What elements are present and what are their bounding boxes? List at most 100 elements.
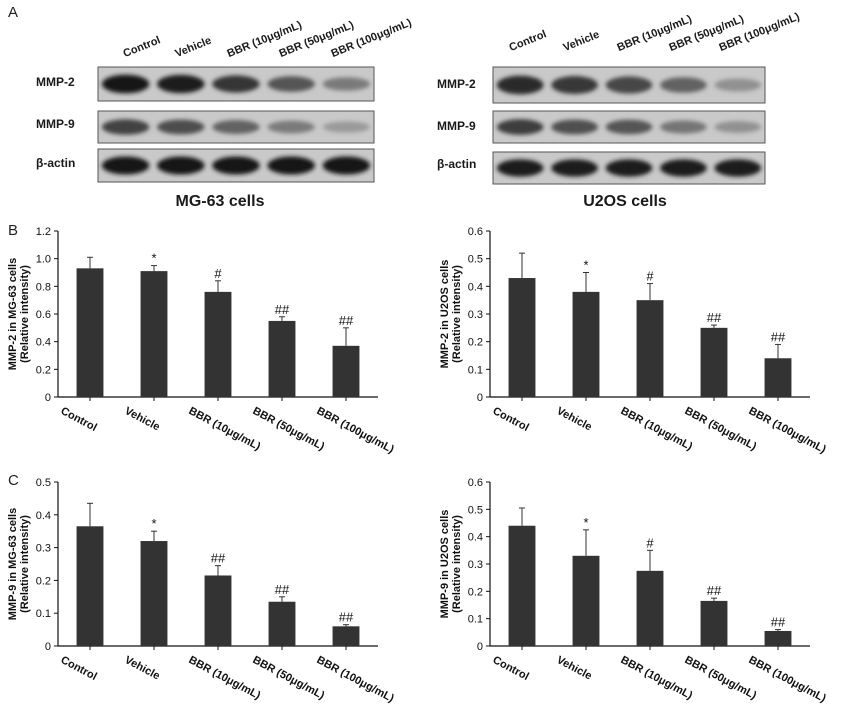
blot-band bbox=[714, 159, 762, 177]
significance-mark: ## bbox=[707, 310, 722, 325]
y-tick-label: 0.2 bbox=[468, 337, 483, 349]
blot-band bbox=[212, 120, 260, 134]
blot-row-label: MMP-2 bbox=[36, 75, 75, 89]
blot-band bbox=[714, 78, 762, 92]
y-tick-label: 0.4 bbox=[468, 532, 483, 544]
blot-row-label: MMP-9 bbox=[437, 119, 476, 133]
y-tick-label: 0.3 bbox=[468, 559, 483, 571]
bar bbox=[508, 278, 536, 397]
y-axis-label: MMP-9 in U2OS cells bbox=[439, 510, 451, 619]
y-tick-label: 0 bbox=[45, 392, 51, 404]
bar bbox=[332, 345, 360, 397]
x-tick-label: BBR (50μg/mL) bbox=[683, 654, 759, 702]
significance-mark: * bbox=[151, 251, 156, 266]
y-tick-label: 0.2 bbox=[36, 575, 51, 587]
blot-band bbox=[496, 119, 544, 135]
bar bbox=[764, 358, 792, 397]
y-axis-label: (Relative intensity) bbox=[19, 265, 31, 363]
y-tick-label: 0.1 bbox=[468, 614, 483, 626]
y-tick-label: 0.5 bbox=[468, 504, 483, 516]
y-tick-label: 0 bbox=[477, 392, 483, 404]
y-axis-label: (Relative intensity) bbox=[19, 515, 31, 613]
blot-band bbox=[101, 74, 150, 94]
y-tick-label: 1.0 bbox=[36, 254, 51, 266]
bar bbox=[140, 271, 168, 397]
significance-mark: ## bbox=[707, 583, 722, 598]
panel-letter-b: B bbox=[8, 222, 19, 239]
bar bbox=[508, 525, 536, 646]
bar bbox=[268, 601, 296, 646]
significance-mark: * bbox=[583, 515, 588, 530]
bar bbox=[204, 291, 232, 397]
y-axis-label: (Relative intensity) bbox=[451, 265, 463, 363]
x-tick-label: Vehicle bbox=[123, 405, 162, 433]
bar-chart: 0 0.2 0.4 0.6 0.8 1.0 1.2 MMP-2 in MG-63 cells(… bbox=[7, 226, 396, 456]
y-tick-label: 0.8 bbox=[36, 281, 51, 293]
x-tick-label: BBR (50μg/mL) bbox=[683, 405, 759, 453]
y-tick-label: 0.6 bbox=[468, 226, 483, 238]
x-tick-label: BBR (50μg/mL) bbox=[251, 654, 327, 702]
blot-band bbox=[496, 159, 544, 177]
x-tick-label: Control bbox=[59, 405, 99, 434]
blot-row-label: MMP-2 bbox=[437, 77, 476, 91]
panel-letter-c: C bbox=[8, 472, 19, 489]
significance-mark: ## bbox=[275, 582, 290, 597]
x-tick-label: BBR (50μg/mL) bbox=[251, 405, 327, 453]
significance-mark: # bbox=[214, 266, 222, 281]
y-tick-label: 0 bbox=[477, 641, 483, 653]
y-tick-label: 0.1 bbox=[468, 364, 483, 376]
y-tick-label: 0.6 bbox=[468, 477, 483, 489]
blot-band bbox=[605, 159, 653, 177]
x-tick-label: Control bbox=[491, 405, 531, 434]
x-tick-label: BBR (10μg/mL) bbox=[187, 654, 263, 702]
y-tick-label: 0.5 bbox=[36, 477, 51, 489]
bar bbox=[268, 320, 296, 397]
x-tick-label: BBR (100μg/mL) bbox=[747, 654, 828, 705]
blot-band bbox=[322, 77, 371, 91]
significance-mark: * bbox=[151, 516, 156, 531]
bar bbox=[636, 570, 664, 646]
x-tick-label: BBR (100μg/mL) bbox=[747, 405, 828, 456]
bar bbox=[636, 300, 664, 397]
y-axis-label: MMP-2 in MG-63 cells bbox=[7, 258, 19, 370]
blot-band bbox=[660, 159, 707, 177]
x-tick-label: BBR (100μg/mL) bbox=[315, 654, 396, 705]
x-tick-label: Control bbox=[59, 654, 99, 683]
significance-mark: ## bbox=[771, 329, 786, 344]
blot-band bbox=[212, 156, 260, 175]
y-tick-label: 1.2 bbox=[36, 226, 51, 238]
bar bbox=[572, 555, 600, 646]
significance-mark: ## bbox=[339, 610, 354, 625]
significance-mark: # bbox=[646, 269, 654, 284]
blot-band bbox=[496, 75, 544, 95]
bar-chart: 0 0.1 0.2 0.3 0.4 0.5 MMP-9 in MG-63 cells (Rel… bbox=[7, 477, 396, 705]
significance-mark: ## bbox=[211, 551, 226, 566]
y-tick-label: 0.3 bbox=[468, 309, 483, 321]
y-tick-label: 0.4 bbox=[36, 510, 51, 522]
blot-band bbox=[212, 75, 260, 93]
blot-row-label: β-actin bbox=[36, 156, 76, 170]
significance-mark: ## bbox=[771, 615, 786, 630]
x-tick-label: BBR (10μg/mL) bbox=[619, 654, 695, 702]
panel-letter-a: A bbox=[8, 4, 19, 21]
blot-title: U2OS cells bbox=[583, 193, 667, 210]
blot-band bbox=[267, 76, 315, 92]
bar bbox=[332, 626, 360, 646]
x-tick-label: BBR (10μg/mL) bbox=[619, 405, 695, 453]
y-tick-label: 0.2 bbox=[36, 364, 51, 376]
blot-row-label: MMP-9 bbox=[36, 117, 75, 131]
y-axis-label: (Relative intensity) bbox=[451, 515, 463, 613]
x-tick-label: Vehicle bbox=[123, 654, 162, 682]
blot-band bbox=[267, 120, 315, 134]
blot-band bbox=[267, 156, 315, 175]
significance-mark: ## bbox=[275, 302, 290, 317]
x-tick-label: Vehicle bbox=[555, 654, 594, 682]
blot-row-label: β-actin bbox=[437, 157, 477, 171]
blot-band bbox=[157, 74, 205, 94]
bar bbox=[572, 291, 600, 397]
blot-band bbox=[551, 119, 598, 135]
y-tick-label: 0 bbox=[45, 641, 51, 653]
bar bbox=[764, 630, 792, 646]
y-axis-label: MMP-9 in MG-63 cells bbox=[7, 508, 19, 620]
